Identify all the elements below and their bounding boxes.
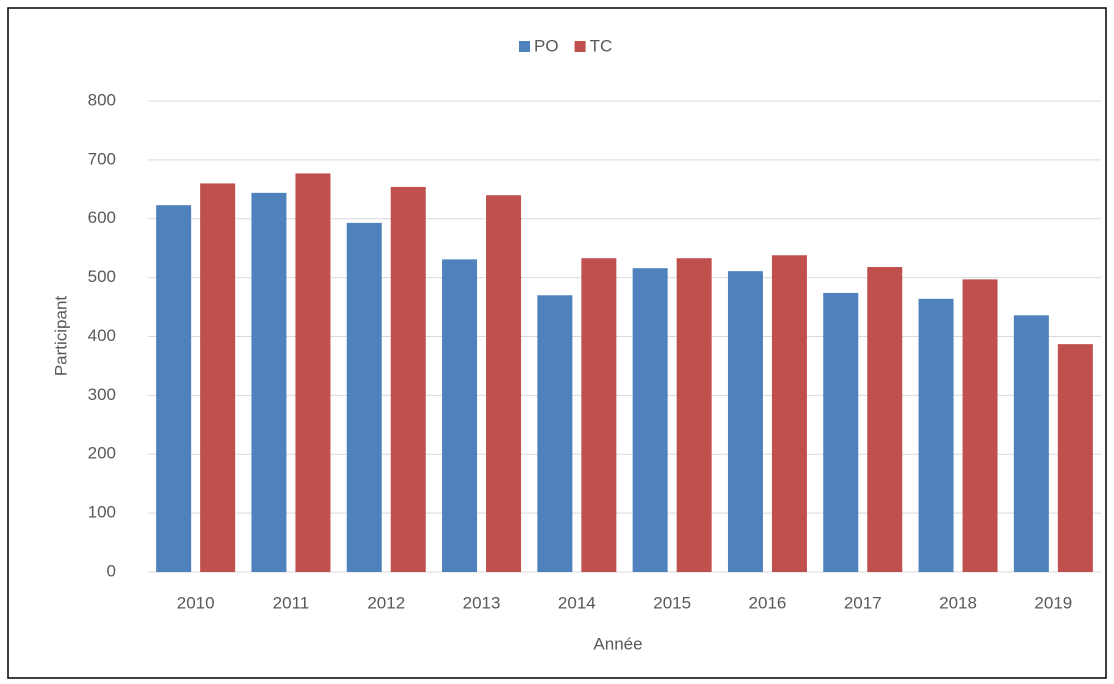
bar <box>346 222 382 572</box>
y-tick-label: 200 <box>88 444 116 463</box>
bar <box>962 279 998 572</box>
bar <box>442 259 478 572</box>
bar <box>867 267 903 572</box>
y-tick-label: 800 <box>88 90 116 109</box>
y-tick-label: 400 <box>88 326 116 345</box>
x-tick-label: 2012 <box>367 593 405 612</box>
bar <box>771 255 807 572</box>
legend-swatch <box>519 41 530 52</box>
x-tick-label: 2013 <box>463 593 501 612</box>
y-tick-label: 300 <box>88 385 116 404</box>
bar <box>1057 344 1093 572</box>
y-tick-label: 500 <box>88 267 116 286</box>
bar <box>918 298 954 572</box>
y-tick-label: 0 <box>107 561 116 580</box>
x-axis-title: Année <box>593 634 642 653</box>
bar <box>390 186 426 572</box>
x-tick-label: 2019 <box>1034 593 1072 612</box>
y-axis-title: Participant <box>51 296 70 377</box>
bar <box>727 271 763 572</box>
legend-label: PO <box>534 36 559 55</box>
bar <box>581 258 617 572</box>
bar <box>537 295 573 572</box>
bar <box>823 292 859 572</box>
y-tick-label: 100 <box>88 503 116 522</box>
x-tick-label: 2014 <box>558 593 596 612</box>
bar <box>156 205 192 573</box>
x-tick-label: 2010 <box>177 593 215 612</box>
x-tick-label: 2017 <box>844 593 882 612</box>
legend-swatch <box>574 41 586 52</box>
y-tick-label: 600 <box>88 208 116 227</box>
bar <box>486 195 522 572</box>
x-tick-label: 2018 <box>939 593 977 612</box>
bar <box>632 268 668 572</box>
x-tick-label: 2015 <box>653 593 691 612</box>
bar <box>676 258 712 572</box>
bar <box>1013 315 1049 572</box>
bar <box>200 183 236 573</box>
y-tick-label: 700 <box>88 149 116 168</box>
x-tick-label: 2011 <box>273 593 310 612</box>
bar <box>251 192 287 572</box>
bar <box>295 173 331 572</box>
legend-label: TC <box>590 36 613 55</box>
x-tick-label: 2016 <box>749 593 787 612</box>
